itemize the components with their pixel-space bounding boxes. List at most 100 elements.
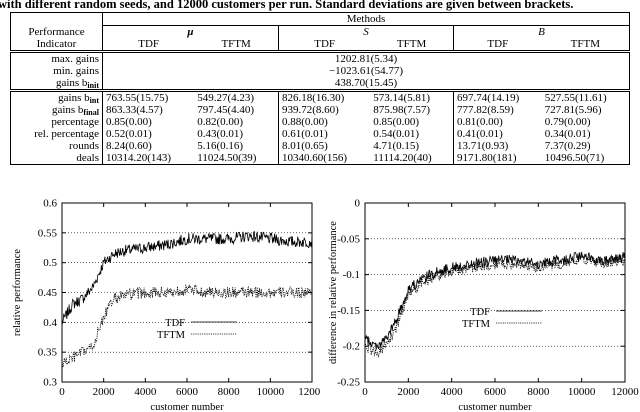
sub-header: TFTM <box>541 38 630 52</box>
x-tick-label: 0 <box>59 386 65 398</box>
x-tick-label: 4000 <box>134 386 157 398</box>
table-cell: 939.72(8.60) <box>281 104 339 116</box>
sub-header: TDF <box>278 38 371 52</box>
group-header-b: B <box>453 25 631 38</box>
y-tick-label: 0.5 <box>43 257 57 269</box>
legend-label: TDF <box>165 318 185 329</box>
table-cell: 0.81(0.00) <box>456 116 503 128</box>
series-line-tftm <box>61 284 313 368</box>
left-performance-chart: 0.3 0.35 0.4 0.45 0.5 0.55 0.6 0 2000 4000 6000 800… <box>12 198 320 412</box>
table-cell: 797.45(4.40) <box>194 104 279 116</box>
x-axis-label: customer number <box>458 402 532 412</box>
x-tick-label: 4000 <box>441 386 464 398</box>
table-cell: 11024.50(39) <box>194 152 279 165</box>
series-line-tftm <box>364 255 626 359</box>
row-label: gains bfinal <box>10 104 103 117</box>
row-label: deals <box>10 152 103 165</box>
table-cell: 763.55(15.75) <box>102 89 195 104</box>
legend-label: TFTM <box>157 330 186 341</box>
table-cell: 8.01(0.65) <box>281 140 328 152</box>
y-tick-label: 0.3 <box>43 377 57 389</box>
table-cell: 13.71(0.93) <box>456 140 509 152</box>
table-cell: 0.79(0.00) <box>541 116 630 128</box>
y-tick-label: -0.25 <box>337 377 360 389</box>
y-tick-label: 0.4 <box>43 317 57 329</box>
table-cell: 697.74(14.19) <box>453 89 542 104</box>
series-line-tdf <box>364 251 626 351</box>
row-label: gains binit <box>10 77 103 91</box>
shared-value: 1202.81(5.34) <box>102 50 631 65</box>
x-tick-label: 8000 <box>527 386 550 398</box>
x-tick-label: 2000 <box>397 386 420 398</box>
table-cell: 573.14(5.81) <box>370 89 454 104</box>
row-label: rounds <box>10 140 103 152</box>
sub-header: TDF <box>453 38 542 52</box>
row-label: gains bint <box>10 89 103 105</box>
x-tick-label: 12000 <box>611 386 639 398</box>
table-cell: 0.88(0.00) <box>281 116 328 128</box>
row-label: percentage <box>10 116 103 128</box>
indicator-header-1: Performance <box>10 25 103 38</box>
sub-header: TDF <box>102 38 195 52</box>
indicator-header-2: Indicator <box>10 38 103 52</box>
x-tick-label: 10000 <box>257 386 285 398</box>
shared-value: −1023.61(54.77) <box>102 65 631 77</box>
x-tick-label: 12000 <box>298 386 320 398</box>
table-cell: 11114.20(40) <box>370 152 454 165</box>
table-cell: 875.98(7.57) <box>370 104 454 116</box>
table-cell: 777.82(8.59) <box>456 104 514 116</box>
table-cell: 826.18(16.30) <box>278 89 371 104</box>
group-header-s: S <box>278 25 454 38</box>
sub-header: TFTM <box>194 38 279 52</box>
table-cell: 0.85(0.00) <box>370 116 454 128</box>
row-label: min. gains <box>10 65 103 77</box>
x-tick-label: 6000 <box>484 386 507 398</box>
results-table: Methods Performance μ S B Indicator TDF … <box>10 12 631 165</box>
y-tick-label: 0.35 <box>38 347 58 359</box>
x-tick-label: 0 <box>362 386 368 398</box>
x-tick-label: 10000 <box>568 386 596 398</box>
table-cell: 0.61(0.01) <box>281 128 328 140</box>
table-cell: 7.37(0.29) <box>541 140 630 152</box>
group-header-mu: μ <box>102 25 279 38</box>
y-tick-label: -0.1 <box>343 269 360 281</box>
table-cell: 10496.50(71) <box>541 152 630 165</box>
right-difference-chart: -0.25 -0.2 -0.15 -0.1 -0.05 0 0 2000 4000 6000 800… <box>328 198 639 412</box>
table-cell: 10314.20(143) <box>102 152 195 165</box>
y-tick-label: -0.15 <box>337 305 360 317</box>
legend-label: TFTM <box>462 319 491 330</box>
y-tick-label: -0.05 <box>337 233 360 245</box>
x-tick-label: 2000 <box>93 386 116 398</box>
table-cell: 4.71(0.15) <box>370 140 454 152</box>
series-line-tdf <box>61 230 313 324</box>
table-cell: 0.34(0.01) <box>541 128 630 140</box>
y-tick-label: 0.45 <box>38 287 58 299</box>
table-cell: 863.33(4.57) <box>105 104 163 116</box>
row-label: rel. percentage <box>10 128 103 140</box>
x-tick-label: 6000 <box>176 386 199 398</box>
table-cell: 549.27(4.23) <box>194 89 279 104</box>
row-label: max. gains <box>10 50 103 65</box>
table-cell: 10340.60(156) <box>278 152 371 165</box>
plot-frame <box>364 202 626 383</box>
table-cell: 0.54(0.01) <box>370 128 454 140</box>
table-cell: 0.85(0.00) <box>105 116 152 128</box>
table-cell: 727.81(5.96) <box>541 104 630 116</box>
shared-value: 438.70(15.45) <box>102 77 631 91</box>
sub-header: TFTM <box>370 38 454 52</box>
y-tick-label: 0.55 <box>38 227 58 239</box>
table-cell: 0.82(0.00) <box>194 116 279 128</box>
table-cell: 0.52(0.01) <box>105 128 152 140</box>
methods-header: Methods <box>102 12 631 26</box>
y-axis-label: difference in relative performance <box>328 221 339 364</box>
table-cell: 0.43(0.01) <box>194 128 279 140</box>
y-tick-label: -0.2 <box>343 341 360 353</box>
legend-label: TDF <box>470 307 490 318</box>
table-caption: with different random seeds, and 12000 c… <box>0 0 574 11</box>
x-tick-label: 8000 <box>218 386 241 398</box>
y-tick-label: 0 <box>355 198 361 210</box>
y-axis-label: relative performance <box>12 249 23 336</box>
table-cell: 0.41(0.01) <box>456 128 503 140</box>
table-cell: 5.16(0.16) <box>194 140 279 152</box>
x-axis-label: customer number <box>150 402 224 412</box>
